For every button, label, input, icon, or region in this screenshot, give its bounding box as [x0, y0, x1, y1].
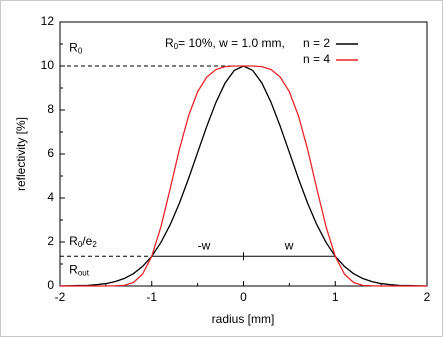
subscript: 0 — [78, 240, 83, 249]
x-tick-label: -1 — [146, 290, 157, 304]
x-tick-label: -2 — [55, 290, 66, 304]
annotation: R0 — [69, 41, 83, 56]
legend-label: n = 2 — [303, 36, 330, 50]
subscript: 0 — [174, 42, 179, 51]
annotation: w — [284, 239, 294, 253]
annotation: Rout — [69, 263, 90, 278]
text-part: R — [165, 36, 174, 50]
x-axis-label: radius [mm] — [212, 312, 275, 326]
text-part: w — [284, 239, 294, 253]
y-tick-label: 6 — [47, 146, 54, 160]
text-part: R — [69, 234, 78, 248]
annotation: R0/e2 — [69, 234, 97, 249]
y-tick-label: 8 — [47, 102, 54, 116]
subscript: out — [78, 269, 90, 278]
x-tick-label: 1 — [332, 290, 339, 304]
y-tick-label: 12 — [41, 14, 55, 28]
x-tick-label: 2 — [424, 290, 431, 304]
y-tick-label: 0 — [47, 278, 54, 292]
y-axis-label: reflectivity [%] — [14, 117, 28, 191]
y-tick-label: 2 — [47, 234, 54, 248]
legend-note: R0= 10%, w = 1.0 mm, — [165, 36, 285, 51]
y-tick-label: 10 — [41, 58, 55, 72]
series-line — [60, 65, 427, 287]
text-part: = 10%, w = 1.0 mm, — [178, 36, 285, 50]
text-part: R — [69, 41, 78, 55]
y-tick-label: 4 — [47, 190, 54, 204]
text-part: /e — [82, 234, 92, 248]
subscript: 0 — [78, 47, 83, 56]
text-part: -w — [198, 239, 211, 253]
subscript: 2 — [92, 240, 97, 249]
legend-label: n = 4 — [303, 52, 330, 66]
annotation: -w — [198, 239, 211, 253]
text-part: R — [69, 263, 78, 277]
x-tick-label: 0 — [240, 290, 247, 304]
